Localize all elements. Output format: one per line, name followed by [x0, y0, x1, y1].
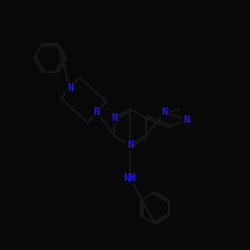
Text: N: N — [111, 113, 117, 123]
Text: N: N — [162, 107, 168, 117]
Text: NH: NH — [124, 173, 136, 183]
Text: N: N — [94, 107, 100, 117]
Text: N: N — [127, 140, 133, 150]
Text: N: N — [184, 115, 190, 125]
Text: N: N — [67, 83, 73, 93]
